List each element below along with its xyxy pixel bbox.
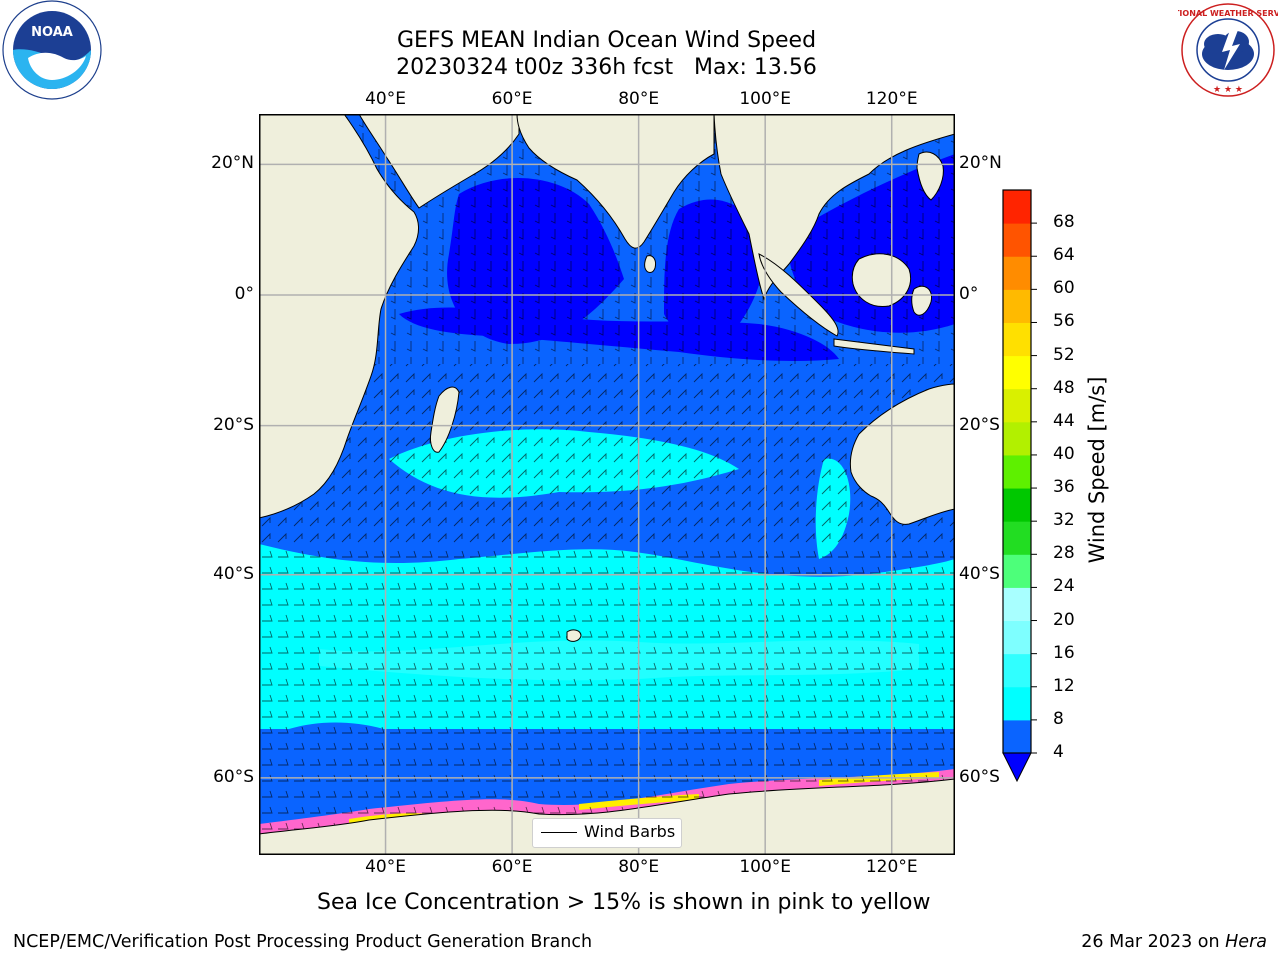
lon-tick-top-1: 60°E	[491, 89, 533, 109]
colorbar-cell-8	[1003, 454, 1031, 489]
colorbar-cell-3	[1003, 620, 1031, 655]
colorbar-tick-52: 52	[1053, 344, 1075, 365]
footer-date: 26 Mar 2023 on Hera	[1081, 932, 1267, 952]
colorbar-cell-2	[1003, 653, 1031, 688]
lon-tick-bottom-1: 60°E	[491, 857, 533, 877]
colorbar-cell-12	[1003, 322, 1031, 357]
footer-branch: NCEP/EMC/Verification Post Processing Pr…	[13, 932, 593, 952]
land-borneo	[851, 253, 912, 308]
lon-tick-top-4: 120°E	[865, 89, 918, 109]
noaa-logo-text: NOAA	[31, 25, 73, 40]
colorbar-tick-36: 36	[1053, 477, 1075, 498]
colorbar-cell-13	[1003, 289, 1031, 323]
map-subtitle: 20230324 t00z 336h fcst Max: 13.56	[396, 55, 817, 80]
land-india	[516, 114, 715, 249]
nws-logo-text: NATIONAL WEATHER SERVICE	[1178, 9, 1278, 18]
sea-ice-caption: Sea Ice Concentration > 15% is shown in …	[317, 890, 931, 915]
lat-tick-left-3: 40°S	[213, 563, 254, 584]
colorbar-tick-8: 8	[1053, 708, 1064, 729]
footer-date-text: 26 Mar 2023 on	[1081, 932, 1226, 952]
lat-tick-left-0: 20°N	[211, 153, 254, 174]
wind-speed-map	[259, 114, 955, 855]
land-australia	[849, 383, 955, 525]
colorbar-cell-9	[1003, 421, 1031, 456]
lat-tick-right-1: 0°	[959, 284, 979, 304]
lat-tick-right-3: 40°S	[959, 563, 1000, 584]
colorbar-tick-44: 44	[1053, 410, 1075, 431]
wind-barb-legend-line	[541, 832, 577, 833]
land-sri-lanka	[644, 255, 656, 273]
colorbar-cell-6	[1003, 521, 1031, 555]
lon-tick-top-2: 80°E	[618, 89, 660, 109]
land-antarctica	[259, 778, 955, 855]
lat-tick-left-4: 60°S	[213, 766, 254, 787]
colorbar-tick-32: 32	[1053, 510, 1075, 531]
noaa-logo: NOAA	[2, 0, 102, 100]
colorbar-cell-10	[1003, 388, 1031, 423]
land-kerguelen	[566, 629, 582, 642]
land-arabia	[358, 114, 520, 209]
nws-logo: NATIONAL WEATHER SERVICE ★ ★ ★	[1178, 3, 1278, 97]
colorbar-tick-68: 68	[1053, 212, 1075, 233]
colorbar-cell-4	[1003, 587, 1031, 622]
colorbar-tick-24: 24	[1053, 576, 1075, 597]
lat-tick-left-1: 0°	[234, 284, 254, 304]
colorbar-under-extend	[1002, 752, 1032, 783]
colorbar-cell-1	[1003, 686, 1031, 721]
land-java	[833, 338, 915, 355]
lat-tick-right-0: 20°N	[959, 153, 1002, 174]
colorbar-cell-11	[1003, 355, 1031, 390]
colorbar-frame	[1002, 189, 1032, 754]
colorbar-cell-0	[1003, 719, 1031, 754]
lon-tick-bottom-2: 80°E	[618, 857, 660, 877]
map-title: GEFS MEAN Indian Ocean Wind Speed	[396, 28, 817, 53]
footer-machine: Hera	[1225, 932, 1267, 952]
colorbar-tick-60: 60	[1053, 278, 1075, 299]
colorbar-tick-64: 64	[1053, 245, 1075, 266]
wind-barbs-mid	[259, 364, 955, 544]
colorbar-tick-20: 20	[1053, 609, 1075, 630]
wind-barbs-legend-label: Wind Barbs	[584, 822, 676, 841]
colorbar-cell-5	[1003, 554, 1031, 588]
lon-tick-bottom-0: 40°E	[365, 857, 406, 877]
colorbar-label: Wind Speed [m/s]	[1085, 376, 1109, 564]
colorbar-tick-4: 4	[1053, 742, 1064, 762]
colorbar-cell-15	[1003, 223, 1031, 257]
lat-tick-right-4: 60°S	[959, 766, 1000, 787]
lon-tick-bottom-3: 100°E	[739, 857, 792, 877]
colorbar-tick-28: 28	[1053, 543, 1075, 564]
colorbar-cell-16	[1003, 190, 1031, 224]
colorbar-tick-40: 40	[1053, 443, 1075, 464]
colorbar-tick-48: 48	[1053, 377, 1075, 398]
colorbar-tick-16: 16	[1053, 642, 1075, 663]
lon-tick-top-3: 100°E	[739, 89, 792, 109]
colorbar-cell-7	[1003, 488, 1031, 522]
land-madagascar	[430, 386, 460, 453]
wind-barbs-legend: Wind Barbs	[532, 818, 682, 848]
lon-tick-top-0: 40°E	[365, 89, 406, 109]
colorbar-tick-12: 12	[1053, 675, 1075, 696]
lat-tick-left-2: 20°S	[213, 414, 254, 435]
lat-tick-right-2: 20°S	[959, 414, 1000, 435]
land-sulawesi	[911, 285, 933, 316]
colorbar-cell-14	[1003, 256, 1031, 290]
lon-tick-bottom-4: 120°E	[865, 857, 918, 877]
colorbar-tick-56: 56	[1053, 311, 1075, 332]
svg-text:★ ★ ★: ★ ★ ★	[1213, 85, 1243, 95]
land-africa	[259, 114, 419, 519]
wind-speed-colorbar	[1002, 189, 1037, 783]
